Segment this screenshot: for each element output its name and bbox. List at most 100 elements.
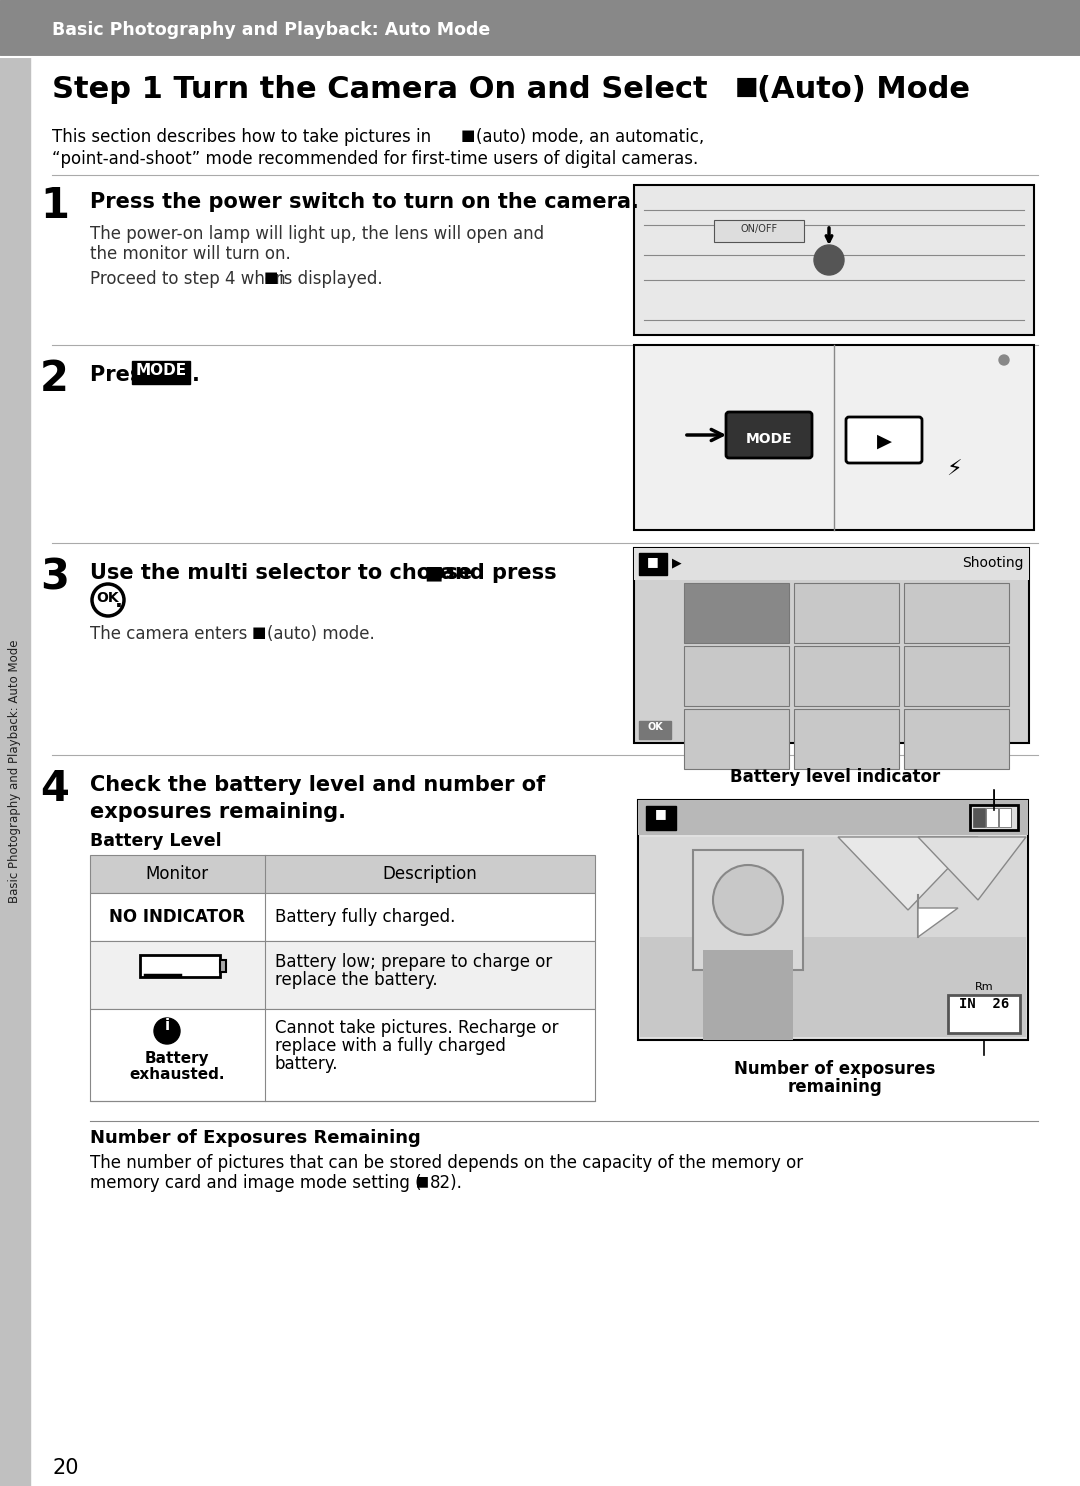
Text: 3: 3 xyxy=(40,556,69,597)
Polygon shape xyxy=(918,908,958,938)
Text: Basic Photography and Playback: Auto Mode: Basic Photography and Playback: Auto Mod… xyxy=(52,21,490,39)
Bar xyxy=(634,345,1034,531)
Text: |: | xyxy=(991,791,997,804)
Bar xyxy=(638,799,1028,835)
Text: Number of Exposures Remaining: Number of Exposures Remaining xyxy=(90,1129,421,1147)
Text: Battery fully charged.: Battery fully charged. xyxy=(275,908,456,926)
Bar xyxy=(703,950,793,1040)
Bar xyxy=(684,646,789,706)
Bar xyxy=(684,583,789,643)
Text: This section describes how to take pictures in: This section describes how to take pictu… xyxy=(52,128,431,146)
Circle shape xyxy=(154,1018,180,1045)
Text: ON/OFF: ON/OFF xyxy=(741,224,778,233)
Text: ■: ■ xyxy=(735,74,758,100)
Text: and press: and press xyxy=(441,563,556,583)
Bar xyxy=(794,646,899,706)
Text: exposures remaining.: exposures remaining. xyxy=(90,802,346,822)
Bar xyxy=(634,548,1029,743)
Text: battery.: battery. xyxy=(275,1055,338,1073)
Text: Use the multi selector to choose: Use the multi selector to choose xyxy=(90,563,472,583)
Bar xyxy=(904,583,1009,643)
Text: Battery level indicator: Battery level indicator xyxy=(730,768,940,786)
Text: The power-on lamp will light up, the lens will open and: The power-on lamp will light up, the len… xyxy=(90,224,544,244)
Text: Shooting: Shooting xyxy=(962,556,1024,571)
Text: ■: ■ xyxy=(416,1174,429,1187)
Bar xyxy=(999,808,1011,828)
Polygon shape xyxy=(838,837,978,909)
Bar xyxy=(639,553,667,575)
Text: exhausted.: exhausted. xyxy=(130,1067,225,1082)
Text: OK: OK xyxy=(97,591,119,605)
Text: .: . xyxy=(114,591,123,611)
Text: Battery Level: Battery Level xyxy=(90,832,221,850)
Text: MODE: MODE xyxy=(745,432,793,446)
Bar xyxy=(970,805,1018,831)
Text: ■: ■ xyxy=(252,626,267,640)
Text: Cannot take pictures. Recharge or: Cannot take pictures. Recharge or xyxy=(275,1019,558,1037)
Text: ■: ■ xyxy=(461,128,475,143)
Bar xyxy=(904,646,1009,706)
Text: “point-and-shoot” mode recommended for first-time users of digital cameras.: “point-and-shoot” mode recommended for f… xyxy=(52,150,699,168)
Bar xyxy=(90,1009,595,1101)
Text: IN  26: IN 26 xyxy=(959,997,1009,1010)
Bar xyxy=(0,56,30,1486)
Text: Battery: Battery xyxy=(145,1051,210,1065)
FancyBboxPatch shape xyxy=(726,412,812,458)
Text: Battery low; prepare to charge or: Battery low; prepare to charge or xyxy=(275,953,552,970)
Text: Monitor: Monitor xyxy=(146,865,208,883)
Text: ■: ■ xyxy=(647,554,659,568)
Bar xyxy=(639,721,671,739)
Text: i: i xyxy=(164,1018,170,1033)
Bar xyxy=(634,548,1029,580)
Text: Number of exposures: Number of exposures xyxy=(734,1060,935,1077)
Text: 1: 1 xyxy=(40,184,69,227)
Bar xyxy=(794,583,899,643)
Text: Press: Press xyxy=(90,366,162,385)
Bar xyxy=(220,960,226,972)
Text: (auto) mode.: (auto) mode. xyxy=(267,626,375,643)
Bar xyxy=(140,955,220,976)
Text: The number of pictures that can be stored depends on the capacity of the memory : The number of pictures that can be store… xyxy=(90,1155,804,1172)
Text: replace the battery.: replace the battery. xyxy=(275,970,437,990)
Text: The camera enters: The camera enters xyxy=(90,626,247,643)
Bar xyxy=(986,808,998,828)
Bar xyxy=(634,184,1034,334)
Text: the monitor will turn on.: the monitor will turn on. xyxy=(90,245,291,263)
Bar xyxy=(640,938,1026,1037)
Bar xyxy=(90,941,595,1009)
Text: ■: ■ xyxy=(424,563,443,583)
Bar xyxy=(948,996,1020,1033)
Text: Description: Description xyxy=(382,865,477,883)
FancyBboxPatch shape xyxy=(846,418,922,464)
Text: .: . xyxy=(192,366,200,385)
Text: Proceed to step 4 when: Proceed to step 4 when xyxy=(90,270,285,288)
Circle shape xyxy=(814,245,843,275)
Text: ▶: ▶ xyxy=(672,556,681,569)
Bar xyxy=(693,850,804,970)
Text: (Auto) Mode: (Auto) Mode xyxy=(757,74,970,104)
Circle shape xyxy=(713,865,783,935)
Bar xyxy=(794,709,899,768)
Bar xyxy=(0,0,1080,55)
Bar xyxy=(973,808,985,828)
Text: Basic Photography and Playback: Auto Mode: Basic Photography and Playback: Auto Mod… xyxy=(9,640,22,903)
Text: memory card and image mode setting (: memory card and image mode setting ( xyxy=(90,1174,421,1192)
Bar xyxy=(638,799,1028,1040)
Text: is displayed.: is displayed. xyxy=(279,270,382,288)
Text: NO INDICATOR: NO INDICATOR xyxy=(109,908,245,926)
Text: 2: 2 xyxy=(40,358,69,400)
Bar xyxy=(684,709,789,768)
Text: ▶: ▶ xyxy=(877,432,891,450)
Text: 82).: 82). xyxy=(430,1174,463,1192)
Bar xyxy=(132,361,190,383)
Bar xyxy=(640,837,1026,938)
Text: Rm: Rm xyxy=(974,982,994,993)
Text: Press the power switch to turn on the camera.: Press the power switch to turn on the ca… xyxy=(90,192,639,212)
Circle shape xyxy=(999,355,1009,366)
Text: ■: ■ xyxy=(264,270,279,285)
Text: (auto) mode, an automatic,: (auto) mode, an automatic, xyxy=(476,128,704,146)
Text: 20: 20 xyxy=(52,1458,79,1479)
Text: OK: OK xyxy=(647,722,663,733)
Bar xyxy=(90,854,595,893)
Text: Check the battery level and number of: Check the battery level and number of xyxy=(90,776,545,795)
